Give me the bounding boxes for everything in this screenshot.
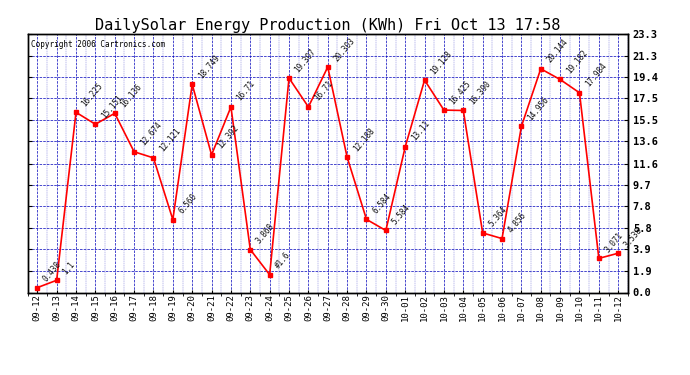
Text: 16.225: 16.225 [80,81,105,108]
Text: 3.071: 3.071 [603,231,624,254]
Text: 15.151: 15.151 [99,93,124,120]
Text: 16.71: 16.71 [235,79,257,103]
Text: 1.1: 1.1 [61,260,77,276]
Text: 16.390: 16.390 [467,79,492,106]
Text: 5.364: 5.364 [487,205,509,229]
Text: #1.6: #1.6 [274,251,293,271]
Text: 12.392: 12.392 [216,124,240,151]
Text: 16.136: 16.136 [119,82,144,109]
Text: 0.438: 0.438 [41,260,63,284]
Text: 20.144: 20.144 [545,38,570,64]
Text: 14.956: 14.956 [526,95,551,122]
Text: 17.984: 17.984 [584,62,609,88]
Text: 16.425: 16.425 [448,79,473,106]
Text: 12.674: 12.674 [138,120,163,148]
Text: 20.303: 20.303 [332,36,357,63]
Text: 6.584: 6.584 [371,192,393,215]
Text: 19.182: 19.182 [564,48,589,75]
Title: DailySolar Energy Production (KWh) Fri Oct 13 17:58: DailySolar Energy Production (KWh) Fri O… [95,18,560,33]
Text: 6.560: 6.560 [177,192,199,216]
Text: 19.307: 19.307 [293,47,318,74]
Text: 19.128: 19.128 [428,49,453,76]
Text: 18.749: 18.749 [197,53,221,80]
Text: 3.868: 3.868 [255,222,276,245]
Text: 12.188: 12.188 [351,126,376,153]
Text: 12.121: 12.121 [157,127,182,154]
Text: Copyright 2006 Cartronics.com: Copyright 2006 Cartronics.com [30,40,165,49]
Text: 3.538: 3.538 [622,225,644,249]
Text: 13.11: 13.11 [409,119,431,143]
Text: 5.584: 5.584 [390,203,412,226]
Text: 16.71: 16.71 [313,79,335,103]
Text: 4.856: 4.856 [506,211,528,234]
